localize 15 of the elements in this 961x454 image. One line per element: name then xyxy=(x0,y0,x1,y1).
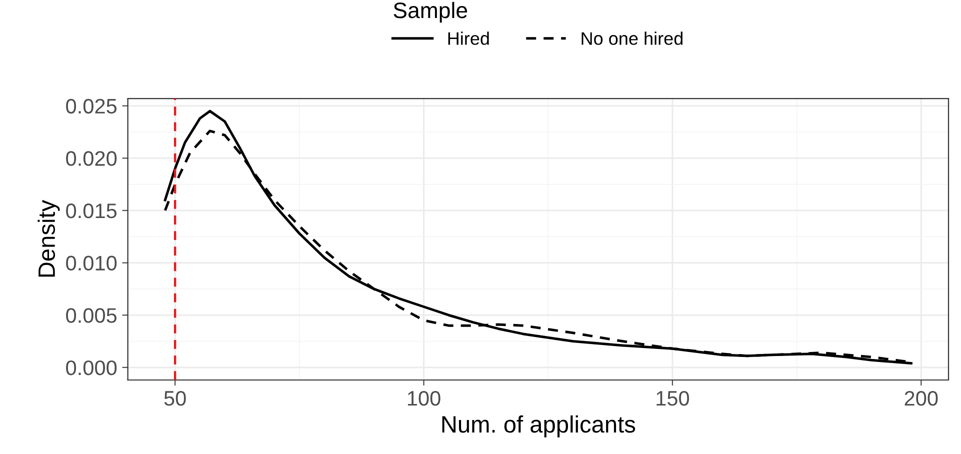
y-tick-label: 0.000 xyxy=(66,360,117,376)
legend-label: No one hired xyxy=(582,32,682,45)
y-tick-label: 0.015 xyxy=(66,203,117,218)
y-axis-title: Density xyxy=(38,200,60,277)
y-tick-label: 0.005 xyxy=(66,308,117,323)
y-tick-label: 0.025 xyxy=(66,98,117,114)
x-tick-label: 100 xyxy=(408,390,440,406)
legend-label: Hired xyxy=(448,32,489,45)
x-tick-label: 150 xyxy=(656,390,690,406)
x-axis-title: Num. of applicants xyxy=(442,415,636,438)
x-tick-label: 200 xyxy=(904,390,938,406)
legend-title: Sample xyxy=(394,2,468,23)
y-tick-label: 0.010 xyxy=(66,256,117,271)
x-tick-label: 50 xyxy=(164,390,186,406)
y-tick-label: 0.020 xyxy=(66,151,117,166)
